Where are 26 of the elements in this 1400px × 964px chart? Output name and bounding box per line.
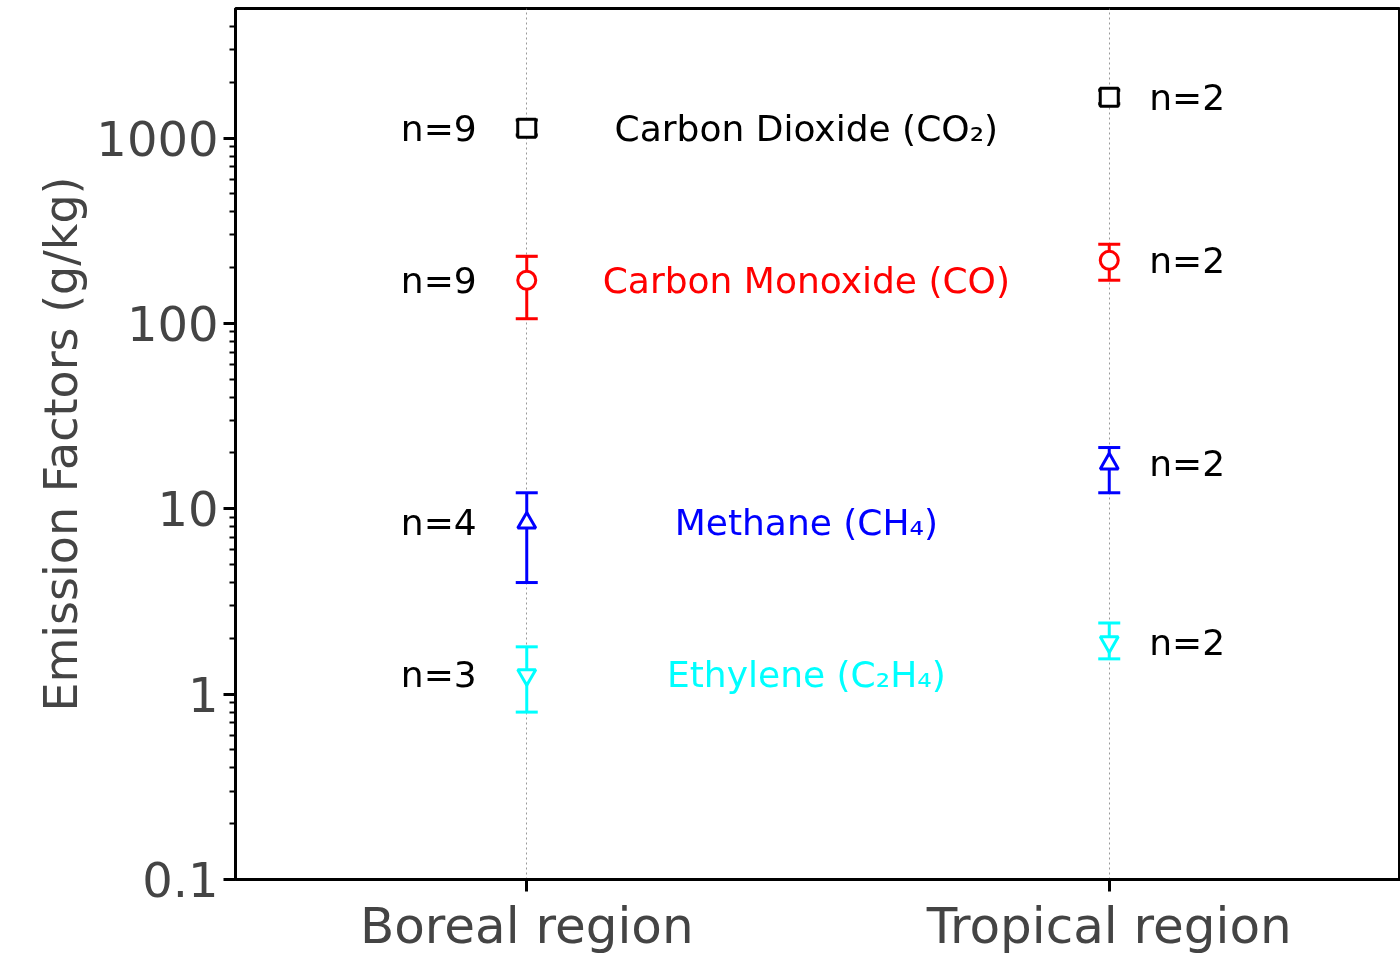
- text: Ethylene (C₂H₄): [667, 654, 946, 696]
- point: [1098, 249, 1120, 271]
- point: [516, 117, 538, 139]
- series-label: Carbon Monoxide (CO): [602, 259, 1010, 301]
- y-tick-label: 100: [126, 295, 219, 352]
- annotation: n=2: [1149, 443, 1226, 485]
- y-tick-label: 0.1: [142, 852, 219, 908]
- annotation: n=2: [1149, 76, 1226, 118]
- y-tick-label: 10: [157, 481, 219, 538]
- annotation: n=2: [1149, 621, 1226, 663]
- point: [1098, 86, 1120, 108]
- annotation: n=4: [400, 502, 477, 544]
- point: [516, 668, 538, 687]
- annotation: n=9: [400, 259, 477, 301]
- text: Methane (CH₄): [674, 502, 939, 544]
- annotation: n=2: [1149, 239, 1226, 281]
- x-tick-label: Tropical region: [925, 896, 1292, 955]
- point: [1098, 635, 1120, 654]
- annotation: n=9: [400, 107, 477, 149]
- y-tick-label: 1000: [96, 110, 219, 167]
- y-axis-title: Emission Factors (g/kg): [34, 176, 89, 712]
- x-tick-label: Boreal region: [359, 896, 694, 955]
- annotation: n=3: [400, 654, 477, 696]
- y-tick-label: 1: [187, 666, 219, 723]
- text: Carbon Dioxide (CO₂): [614, 107, 999, 149]
- point: [516, 269, 538, 291]
